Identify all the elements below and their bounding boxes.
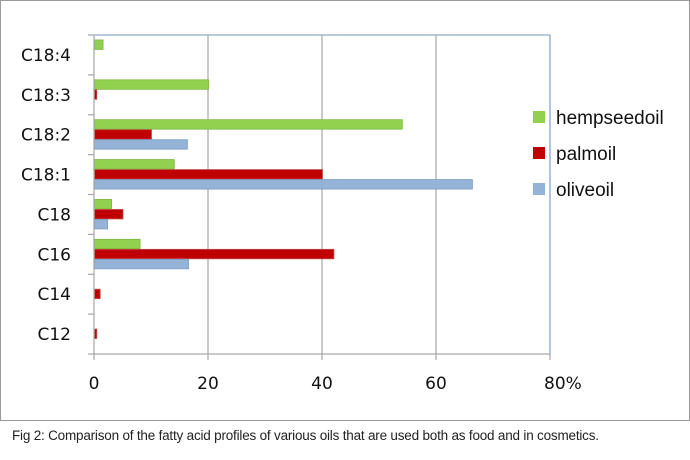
category-label: C18:4 xyxy=(21,46,71,66)
legend-label-palmoil: palmoil xyxy=(556,144,616,165)
bar-hempseedoil-C18-4 xyxy=(94,39,104,50)
bar-hempseedoil-C18 xyxy=(94,199,113,210)
bar-hempseedoil-C18-2 xyxy=(94,119,403,130)
x-tick-labels: 0 20 40 60 80% xyxy=(89,374,582,394)
bar-palmoil-C16 xyxy=(94,248,335,260)
x-tick-label: 60 xyxy=(425,374,447,394)
legend-swatch-palmoil xyxy=(533,147,545,159)
legend-label-oliveoil: oliveoil xyxy=(556,180,614,201)
bar-palmoil-C12 xyxy=(94,328,98,339)
bar-palmoil-C18-1 xyxy=(94,169,323,180)
category-label: C14 xyxy=(37,285,71,305)
category-label: C18:3 xyxy=(21,86,71,106)
bar-palmoil-C18-3 xyxy=(94,89,98,100)
bar-palmoil-C18-2 xyxy=(94,129,152,140)
bar-oliveoil-C18-1 xyxy=(94,179,473,190)
bar-hempseedoil-C18-1 xyxy=(94,159,175,170)
x-tick-label: 80% xyxy=(544,374,582,394)
x-tick-label: 0 xyxy=(89,374,100,394)
legend-swatch-oliveoil xyxy=(533,183,545,195)
category-label: C16 xyxy=(37,245,71,265)
bar-hempseedoil-C18-3 xyxy=(94,79,209,90)
legend-label-hempseedoil: hempseedoil xyxy=(556,108,664,129)
legend: hempseedoil palmoil oliveoil xyxy=(533,108,664,201)
bar-palmoil-C18 xyxy=(94,209,124,220)
category-label: C18:1 xyxy=(21,166,71,186)
bar-chart: C18:4 C18:3 C18:2 C18:1 C18 C16 C14 C12 0 20 40 60… xyxy=(21,34,664,394)
category-labels: C18:4 C18:3 C18:2 C18:1 C18 C16 C14 C12 xyxy=(21,46,71,345)
bar-oliveoil-C18-2 xyxy=(94,139,188,150)
axes xyxy=(88,34,551,360)
category-label: C18 xyxy=(37,205,71,225)
bar-oliveoil-C16 xyxy=(94,258,189,270)
legend-swatch-hempseedoil xyxy=(533,111,545,123)
x-tick-label: 40 xyxy=(311,374,333,394)
bar-oliveoil-C18 xyxy=(94,219,109,230)
figure-caption: Fig 2: Comparison of the fatty acid prof… xyxy=(12,428,599,443)
x-tick-label: 20 xyxy=(197,374,219,394)
bars xyxy=(94,39,473,339)
gridlines xyxy=(207,35,551,360)
bar-palmoil-C14 xyxy=(94,288,101,300)
category-label: C12 xyxy=(37,325,71,345)
category-label: C18:2 xyxy=(21,126,71,146)
bar-hempseedoil-C16 xyxy=(94,238,141,250)
